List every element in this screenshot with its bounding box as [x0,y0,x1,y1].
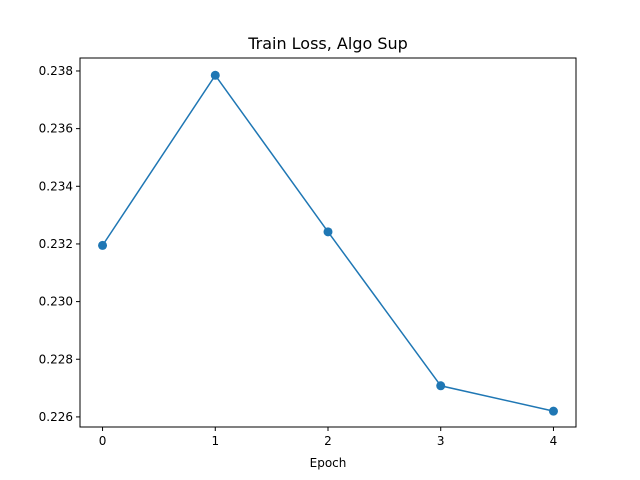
y-tick-label: 0.226 [39,410,73,424]
x-tick-label: 0 [99,434,107,448]
y-tick-label: 0.236 [39,122,73,136]
data-point [548,406,558,416]
x-tick-label: 2 [324,434,332,448]
series-line [101,73,554,412]
x-axis: 0 1 2 3 4 [99,427,558,448]
x-tick-label: 3 [437,434,445,448]
x-tick-label: 4 [550,434,558,448]
series-layer [98,70,558,416]
plot-area-frame [79,57,577,428]
y-tick-label: 0.230 [39,295,73,309]
data-point [323,227,333,237]
y-tick-label: 0.238 [39,64,73,78]
y-tick-label: 0.234 [39,179,73,193]
y-tick-label: 0.232 [39,237,73,251]
chart-title: Train Loss, Algo Sup [247,34,408,53]
data-point [98,240,108,250]
y-axis: 0.226 0.228 0.230 0.232 0.234 0.236 0.238 [39,64,80,424]
x-axis-label: Epoch [310,456,347,470]
y-tick-label: 0.228 [39,352,73,366]
data-point [210,70,220,80]
x-tick-label: 1 [211,434,219,448]
data-point [436,381,446,391]
